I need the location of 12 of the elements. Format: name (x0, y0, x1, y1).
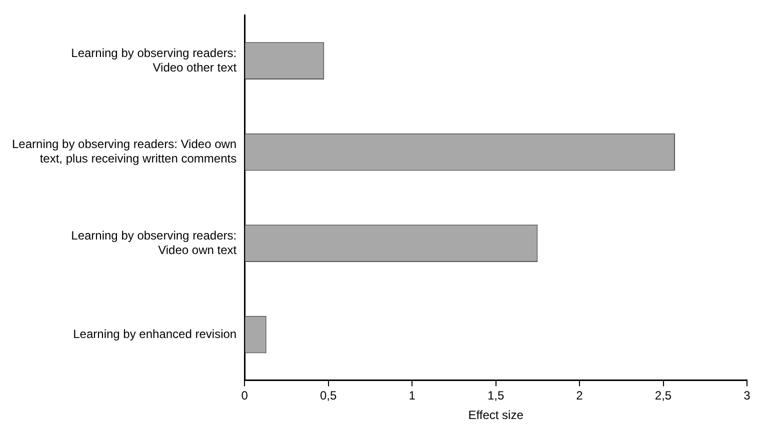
x-tick-label: 1,5 (487, 388, 504, 403)
x-tick-label: 0,5 (320, 388, 337, 403)
y-tick-label: Learning by observing readers: Video own text (71, 228, 238, 257)
x-tick-label: 2 (576, 388, 584, 403)
y-tick-label: Learning by observing readers: Video own text, plus receiving written comments (12, 137, 237, 166)
x-tick-label: 3 (744, 388, 751, 403)
x-axis-title: Effect size (468, 408, 524, 422)
x-tick-label: 0 (241, 388, 248, 403)
x-tick-label: 1 (408, 388, 416, 403)
y-tick-label: Learning by enhanced revision (73, 326, 237, 341)
x-tick-label: 2,5 (654, 388, 672, 403)
y-tick-label: Learning by observing readers: Video other text (71, 46, 238, 74)
